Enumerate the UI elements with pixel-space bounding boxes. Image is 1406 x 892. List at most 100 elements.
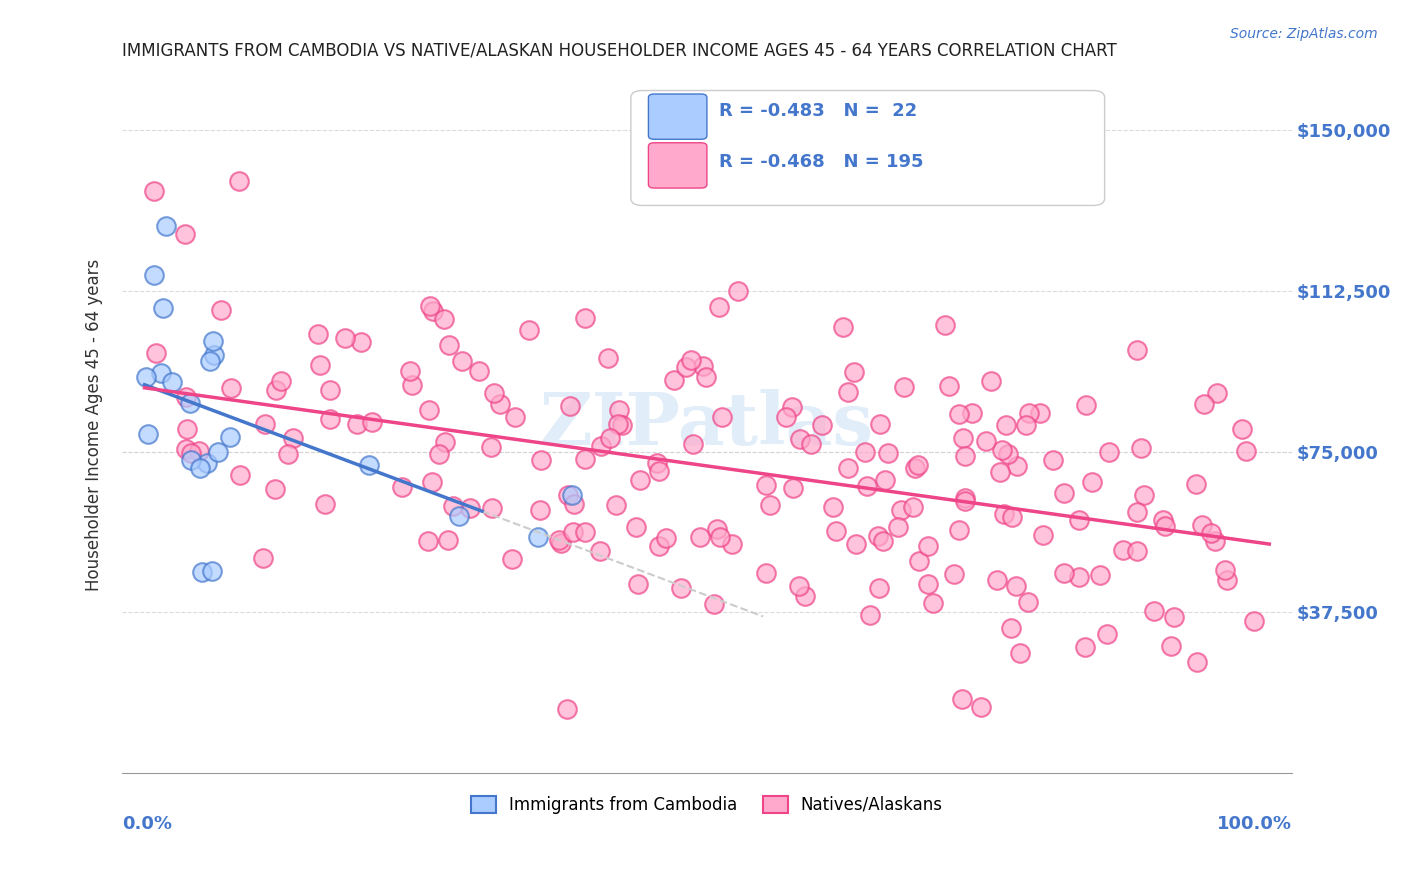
Point — [1074, 640, 1097, 654]
Point — [180, 446, 202, 460]
Point — [990, 466, 1012, 480]
Point — [1185, 477, 1208, 491]
Point — [991, 442, 1014, 457]
Point — [707, 300, 730, 314]
Point — [655, 531, 678, 545]
Point — [359, 458, 381, 472]
Point — [176, 442, 198, 456]
Text: 0.0%: 0.0% — [122, 815, 172, 833]
Point — [1053, 486, 1076, 500]
Point — [419, 299, 441, 313]
Point — [562, 524, 585, 539]
Point — [574, 310, 596, 325]
Point — [599, 431, 621, 445]
Point — [721, 536, 744, 550]
Point — [1088, 567, 1111, 582]
Point — [1126, 505, 1149, 519]
Point — [842, 365, 865, 379]
Point — [142, 268, 165, 283]
Point — [907, 458, 929, 473]
Point — [318, 412, 340, 426]
Text: Source: ZipAtlas.com: Source: ZipAtlas.com — [1230, 27, 1378, 41]
Point — [800, 437, 823, 451]
Point — [1216, 573, 1239, 587]
Point — [489, 397, 512, 411]
Point — [574, 451, 596, 466]
Point — [793, 589, 815, 603]
Point — [391, 480, 413, 494]
Point — [647, 539, 669, 553]
Point — [775, 410, 797, 425]
Point — [1204, 533, 1226, 548]
Point — [1080, 475, 1102, 489]
Point — [270, 374, 292, 388]
Point — [143, 185, 166, 199]
Point — [1018, 406, 1040, 420]
Point — [1005, 579, 1028, 593]
FancyBboxPatch shape — [648, 94, 707, 139]
Point — [917, 539, 939, 553]
Point — [901, 500, 924, 515]
Text: 100.0%: 100.0% — [1216, 815, 1292, 833]
Point — [418, 402, 440, 417]
Point — [837, 461, 859, 475]
Point — [980, 374, 1002, 388]
Point — [1230, 422, 1253, 436]
FancyBboxPatch shape — [648, 143, 707, 188]
Point — [692, 359, 714, 373]
Point — [837, 385, 859, 400]
Point — [610, 418, 633, 433]
Legend: Immigrants from Cambodia, Natives/Alaskans: Immigrants from Cambodia, Natives/Alaska… — [464, 789, 949, 821]
Point — [264, 482, 287, 496]
Point — [648, 464, 671, 478]
Point — [938, 378, 960, 392]
Point — [574, 524, 596, 539]
Point — [823, 500, 845, 514]
Point — [195, 456, 218, 470]
Point — [904, 461, 927, 475]
Point — [264, 383, 287, 397]
Point — [872, 533, 894, 548]
Point — [703, 597, 725, 611]
Point — [254, 417, 277, 431]
Point — [1160, 640, 1182, 654]
FancyBboxPatch shape — [631, 90, 1105, 205]
Point — [709, 530, 731, 544]
Point — [727, 284, 749, 298]
Point — [1143, 604, 1166, 618]
Point — [560, 399, 582, 413]
Point — [1152, 513, 1174, 527]
Point — [180, 453, 202, 467]
Point — [427, 447, 450, 461]
Point — [1032, 527, 1054, 541]
Point — [229, 468, 252, 483]
Point — [1005, 458, 1028, 473]
Point — [145, 346, 167, 360]
Point — [202, 348, 225, 362]
Point — [1205, 386, 1227, 401]
Point — [598, 351, 620, 365]
Point — [1133, 488, 1156, 502]
Point — [1067, 570, 1090, 584]
Point — [561, 487, 583, 501]
Point — [1234, 444, 1257, 458]
Point — [953, 493, 976, 508]
Point — [529, 453, 551, 467]
Text: IMMIGRANTS FROM CAMBODIA VS NATIVE/ALASKAN HOUSEHOLDER INCOME AGES 45 - 64 YEARS: IMMIGRANTS FROM CAMBODIA VS NATIVE/ALASK… — [122, 42, 1116, 60]
Point — [361, 415, 384, 429]
Point — [1029, 406, 1052, 420]
Point — [942, 567, 965, 582]
Point — [887, 520, 910, 534]
Point — [824, 524, 846, 538]
Point — [350, 334, 373, 349]
Point — [1126, 543, 1149, 558]
Point — [994, 417, 1017, 432]
Point — [319, 383, 342, 397]
Point — [782, 481, 804, 495]
Point — [993, 507, 1015, 521]
Point — [437, 338, 460, 352]
Point — [589, 544, 612, 558]
Point — [481, 501, 503, 516]
Point — [399, 363, 422, 377]
Point — [1053, 566, 1076, 581]
